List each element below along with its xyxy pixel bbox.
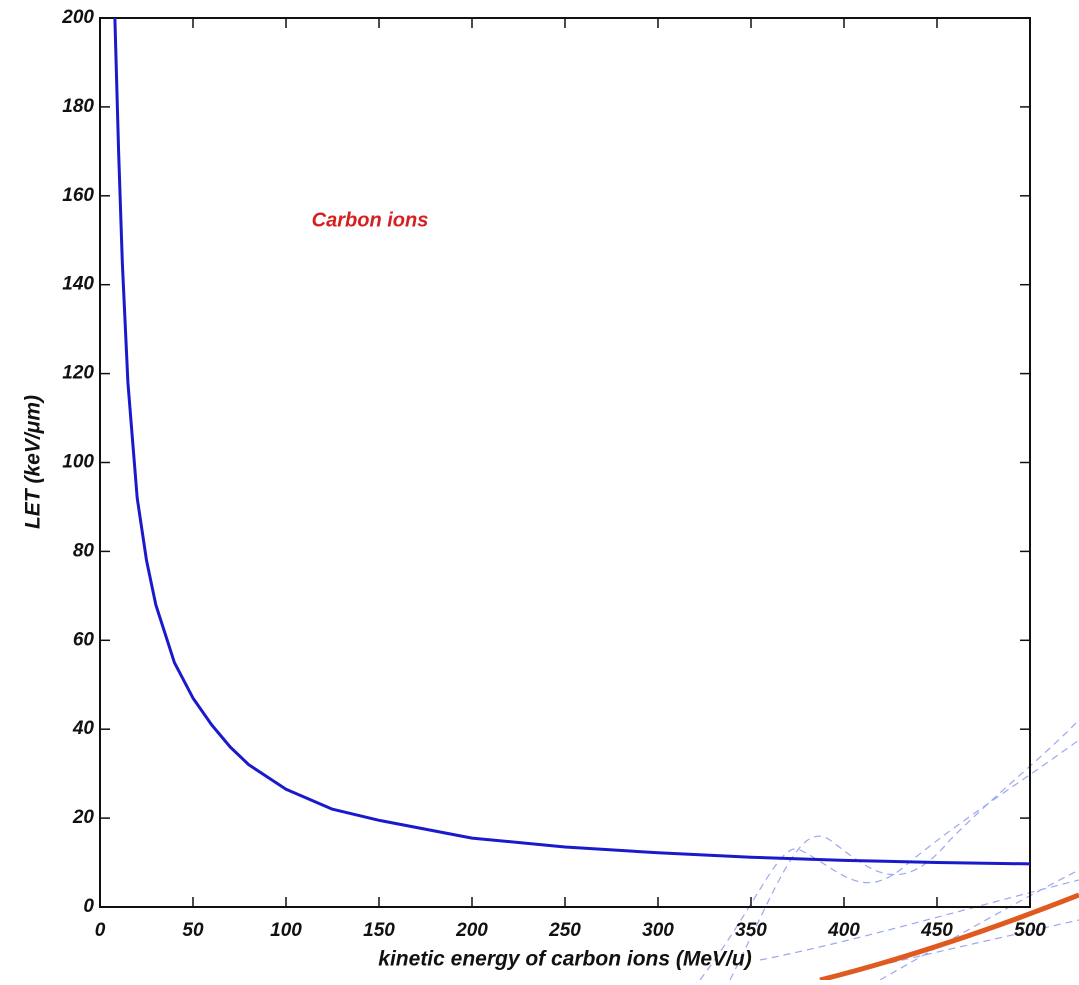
- x-tick-label: 300: [642, 920, 674, 941]
- decor-curve: [759, 879, 1079, 961]
- x-tick-label: 500: [1014, 920, 1046, 941]
- y-tick-label: 100: [62, 452, 94, 473]
- decor-curve: [819, 919, 1079, 981]
- y-tick-label: 140: [62, 274, 94, 295]
- decor-curve: [879, 869, 1079, 981]
- x-tick-label: 0: [95, 920, 106, 941]
- decoration: [699, 719, 1079, 981]
- plot-frame: [99, 17, 1031, 908]
- x-tick-label: 350: [735, 920, 767, 941]
- decor-stroke: [819, 892, 1079, 983]
- y-tick-label: 20: [72, 807, 95, 828]
- x-tick-label: 400: [827, 920, 860, 941]
- annotation: Carbon ions: [312, 209, 429, 231]
- y-tick-label: 160: [62, 185, 94, 206]
- x-tick-label: 50: [182, 920, 204, 941]
- y-tick-label: 80: [73, 540, 95, 561]
- x-tick-label: 250: [548, 920, 581, 941]
- y-tick-label: 120: [62, 363, 94, 384]
- y-tick-label: 0: [83, 896, 94, 917]
- y-tick-label: 180: [62, 96, 94, 117]
- x-tick-label: 450: [920, 920, 953, 941]
- y-tick-label: 40: [72, 718, 95, 739]
- x-tick-label: 100: [270, 920, 302, 941]
- x-tick-label: 200: [455, 920, 488, 941]
- x-tick-label: 150: [363, 920, 395, 941]
- x-axis-label: kinetic energy of carbon ions (MeV/u): [378, 948, 751, 971]
- data-line: [113, 17, 1031, 866]
- y-tick-label: 200: [61, 7, 94, 28]
- decor-curve: [729, 719, 1079, 981]
- y-axis-label: LET (keV/μm): [22, 395, 45, 529]
- decor-curve: [699, 739, 1079, 981]
- y-tick-label: 60: [73, 629, 95, 650]
